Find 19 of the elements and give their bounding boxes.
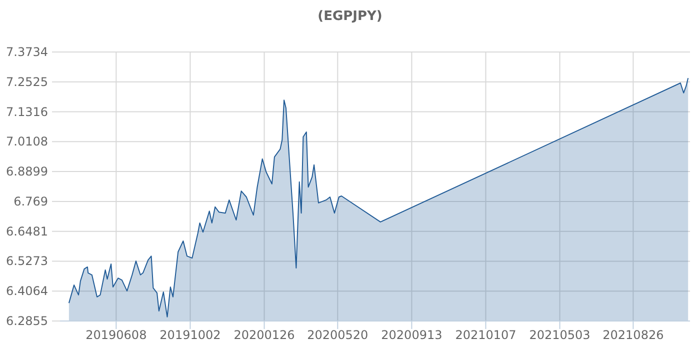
y-tick-label: 6.5273 <box>6 254 48 268</box>
y-tick-label: 6.2855 <box>6 314 48 328</box>
x-tick-label: 20210503 <box>529 328 590 342</box>
y-tick-label: 7.0108 <box>6 134 48 149</box>
x-tick-label: 20210107 <box>455 328 516 342</box>
x-tick-label: 20200126 <box>234 328 295 342</box>
y-tick-label: 7.1316 <box>6 104 48 119</box>
x-tick-label: 20190608 <box>86 328 147 342</box>
x-tick-label: 20200913 <box>381 328 442 342</box>
y-tick-label: 6.769 <box>14 194 48 208</box>
x-tick-label: 20200520 <box>307 328 368 342</box>
x-tick-label: 20191002 <box>160 328 221 342</box>
y-tick-label: 7.2525 <box>6 74 48 89</box>
y-tick-label: 7.3734 <box>6 45 48 59</box>
y-tick-label: 6.8899 <box>6 164 48 179</box>
y-tick-label: 6.4064 <box>6 284 48 298</box>
chart-title: (EGPJPY) <box>318 9 382 24</box>
y-tick-label: 6.6481 <box>6 224 48 238</box>
x-tick-label: 20210826 <box>602 328 664 342</box>
